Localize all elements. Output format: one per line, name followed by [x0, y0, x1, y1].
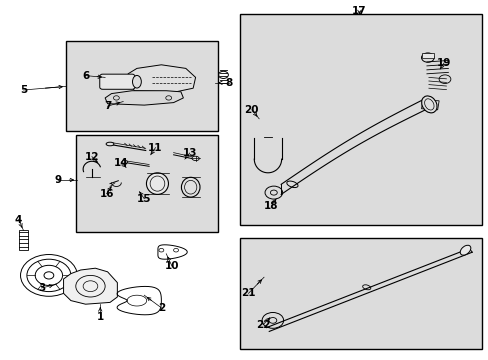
Ellipse shape: [106, 142, 114, 146]
Text: 12: 12: [84, 152, 99, 162]
Polygon shape: [63, 268, 117, 304]
Text: 2: 2: [158, 303, 164, 313]
Ellipse shape: [132, 76, 141, 88]
Text: 20: 20: [244, 105, 259, 115]
Ellipse shape: [181, 177, 200, 197]
Text: 10: 10: [164, 261, 179, 271]
Text: 22: 22: [255, 320, 270, 330]
Ellipse shape: [421, 96, 436, 113]
Text: 18: 18: [264, 201, 278, 211]
Text: 7: 7: [103, 101, 111, 111]
Ellipse shape: [122, 161, 127, 163]
Bar: [239, 14, 481, 225]
Bar: [19, 230, 28, 250]
Polygon shape: [421, 100, 438, 110]
Bar: [66, 41, 217, 131]
FancyBboxPatch shape: [100, 74, 135, 89]
Text: 5: 5: [20, 85, 27, 95]
Text: 6: 6: [82, 71, 89, 81]
Bar: [421, 53, 433, 58]
Bar: [239, 238, 481, 349]
Text: 17: 17: [351, 6, 366, 16]
Polygon shape: [128, 65, 195, 92]
Ellipse shape: [146, 173, 168, 194]
Text: 16: 16: [99, 189, 114, 199]
Text: 8: 8: [225, 78, 232, 88]
Text: 19: 19: [436, 58, 450, 68]
Ellipse shape: [192, 156, 199, 161]
Text: 11: 11: [148, 143, 163, 153]
Text: 4: 4: [15, 215, 22, 225]
Text: 21: 21: [241, 288, 255, 298]
Polygon shape: [105, 91, 183, 105]
Text: 3: 3: [38, 283, 45, 293]
Text: 15: 15: [137, 194, 151, 204]
Text: 1: 1: [97, 312, 103, 322]
Text: 13: 13: [182, 148, 197, 158]
Text: 14: 14: [114, 158, 128, 168]
Text: 9: 9: [54, 175, 61, 185]
Ellipse shape: [459, 245, 470, 255]
Bar: [76, 135, 217, 232]
